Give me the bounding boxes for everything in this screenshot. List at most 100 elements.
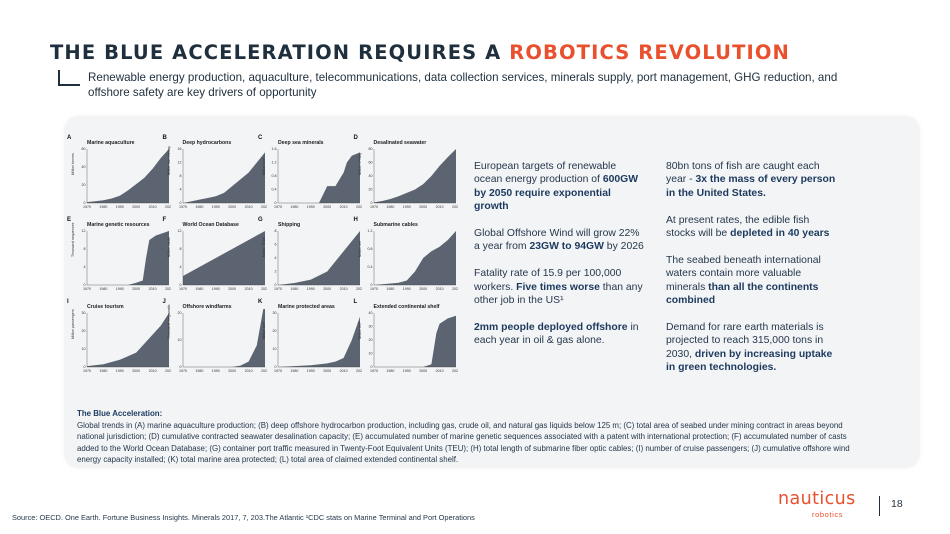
fact-rare-earth: Demand for rare earth materials is proje… xyxy=(666,321,833,374)
panel-plot: 0 4 8 12 1970 1980 1990 2000 2010 2020 xyxy=(177,229,267,291)
x-tick-label: 1980 xyxy=(290,369,298,373)
panel-title: Marine genetic resources xyxy=(87,222,150,228)
panel-letter: G xyxy=(258,217,263,223)
x-tick-label: 2020 xyxy=(356,369,362,373)
content-card xyxy=(64,116,920,468)
panel-ylabel: Million passengers xyxy=(71,309,75,339)
x-tick-label: 2020 xyxy=(452,287,458,291)
y-tick-label: 8 xyxy=(84,247,86,251)
y-tick-label: 20 xyxy=(368,188,372,192)
y-tick-label: 16 xyxy=(177,147,181,151)
axes xyxy=(182,313,265,368)
x-tick-label: 1970 xyxy=(179,287,187,291)
y-tick-label: 20 xyxy=(368,338,372,342)
y-tick-label: 10 xyxy=(273,347,277,351)
axes xyxy=(182,231,265,286)
y-tick-label: 40 xyxy=(82,165,86,169)
area-series xyxy=(87,313,169,367)
y-tick-label: 0 xyxy=(370,283,372,287)
y-tick-label: 10 xyxy=(368,352,372,356)
x-tick-label: 1980 xyxy=(290,287,298,291)
panel-letter: I xyxy=(67,299,69,305)
x-tick-label: 2010 xyxy=(340,287,348,291)
chart-panel-j: J Offshore windfarms Thousand megawatts 0 10… xyxy=(163,299,267,379)
panel-title: Cruise tourism xyxy=(87,304,124,310)
panel-title: Desalinated seawater xyxy=(373,140,427,146)
y-tick-label: 0.4 xyxy=(272,188,277,192)
slide-title: THE BLUE ACCELERATION REQUIRES A ROBOTIC… xyxy=(50,41,790,64)
panel-title: World Ocean Database xyxy=(182,222,239,228)
panel-title: Offshore windfarms xyxy=(182,304,232,310)
panel-letter: B xyxy=(162,135,167,141)
panel-plot: 0 4 8 12 1970 1980 1990 2000 2010 2020 xyxy=(82,229,172,291)
chart-panel-k: K Marine protected areas Million km² 0 10 20 3… xyxy=(258,299,362,379)
panel-ylabel: Million barrels/day xyxy=(166,146,171,175)
x-tick-label: 1990 xyxy=(402,205,410,209)
area-series xyxy=(373,231,456,285)
fact-offshore-wind: Global Offshore Wind will grow 22% a yea… xyxy=(474,228,644,253)
y-tick-label: 12 xyxy=(177,161,181,165)
source-note: Source: OECD. One Earth. Fortune Busines… xyxy=(12,513,475,522)
y-tick-label: 40 xyxy=(368,174,372,178)
y-tick-label: 4 xyxy=(84,265,86,269)
fact-renewable-targets: European targets of renewable ocean ener… xyxy=(474,161,639,213)
x-tick-label: 1970 xyxy=(179,205,187,209)
y-tick-label: 4 xyxy=(179,188,181,192)
x-tick-label: 1990 xyxy=(211,287,219,291)
panel-plot: 0 0.4 0.8 1.2 1.6 1970 1980 1990 2000 2010 2020 xyxy=(272,147,363,209)
x-tick-label: 1980 xyxy=(195,369,203,373)
x-tick-label: 1990 xyxy=(307,287,315,291)
x-tick-label: 2020 xyxy=(452,369,458,373)
fact-fish-stocks: At present rates, the edible fish stocks… xyxy=(666,214,830,240)
y-tick-label: 8 xyxy=(179,174,181,178)
title-accent: ROBOTICS REVOLUTION xyxy=(509,41,790,64)
area-series xyxy=(182,231,265,285)
y-tick-label: 1.2 xyxy=(367,229,372,233)
y-tick-label: 30 xyxy=(82,311,86,315)
y-tick-label: 6 xyxy=(275,243,277,247)
axes xyxy=(373,149,456,204)
x-tick-label: 2010 xyxy=(244,287,252,291)
y-tick-label: 8 xyxy=(179,247,181,251)
x-tick-label: 1970 xyxy=(83,205,91,209)
x-tick-label: 1970 xyxy=(274,205,282,209)
axes xyxy=(277,313,360,368)
x-tick-label: 2000 xyxy=(132,205,140,209)
x-tick-label: 2010 xyxy=(435,205,443,209)
fact-fatality-rate: Fatality rate of 15.9 per 100,000 worker… xyxy=(474,268,643,307)
panel-plot: 0 4 8 12 16 1970 1980 1990 2000 2010 2020 xyxy=(177,147,267,209)
y-tick-label: 40 xyxy=(368,311,372,315)
x-tick-label: 2020 xyxy=(261,205,267,209)
logo-sub: robotics xyxy=(812,510,844,519)
fact-seabed-minerals: The seabed beneath international waters … xyxy=(666,254,821,307)
x-tick-label: 2000 xyxy=(419,369,427,373)
y-tick-label: 0 xyxy=(275,365,277,369)
x-tick-label: 2010 xyxy=(340,369,348,373)
text-column-right: 80bn tons of fish are caught each year -… xyxy=(666,160,836,388)
y-tick-label: 10 xyxy=(82,347,86,351)
axes xyxy=(86,149,169,204)
panel-letter: J xyxy=(162,299,166,305)
axes xyxy=(373,313,456,368)
chart-panel-c: C Deep sea minerals Million km² 0 0.4 0.8 1.2 1… xyxy=(258,135,362,215)
nauticus-logo: nauticus robotics xyxy=(778,489,870,519)
x-tick-label: 2000 xyxy=(228,205,236,209)
axes xyxy=(277,149,360,204)
x-tick-label: 2010 xyxy=(149,287,157,291)
panel-ylabel: Million km² xyxy=(262,321,266,339)
x-tick-label: 1970 xyxy=(370,287,378,291)
y-tick-label: 10 xyxy=(177,338,181,342)
panel-ylabel: Million casts xyxy=(166,237,171,257)
area-series xyxy=(278,152,360,203)
chart-panel-b: B Deep hydrocarbons Million barrels/day 0 4 8… xyxy=(163,135,267,215)
panel-plot: 0 20 40 60 1970 1980 1990 2000 2010 2020 xyxy=(82,147,172,209)
x-tick-label: 2000 xyxy=(419,205,427,209)
y-tick-label: 0 xyxy=(370,365,372,369)
panel-plot: 0 2 4 6 8 1970 1980 1990 2000 2010 2020 xyxy=(274,229,362,291)
chart-grid: A Marine aquaculture Million tonnes 0 20 40 60… xyxy=(67,135,458,375)
caption-heading: The Blue Acceleration: xyxy=(77,409,163,418)
y-tick-label: 4 xyxy=(275,256,277,260)
page-number: 18 xyxy=(891,498,903,510)
y-tick-label: 30 xyxy=(368,325,372,329)
